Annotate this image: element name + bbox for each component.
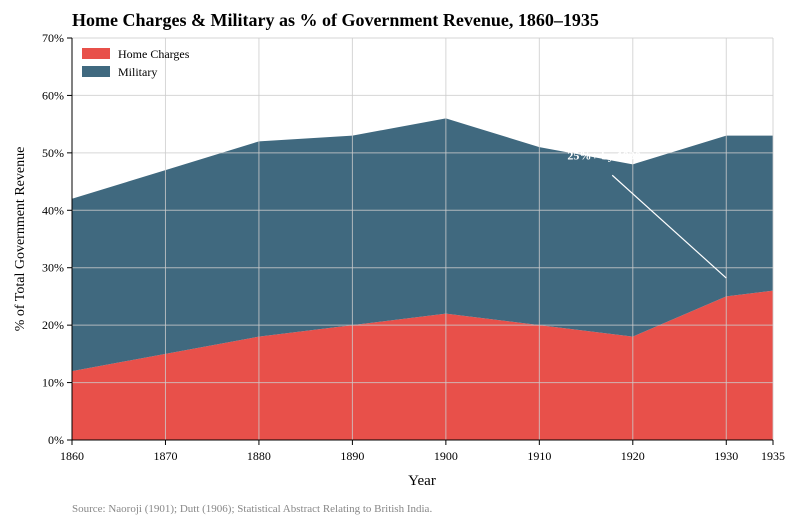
y-axis-label: % of Total Government Revenue [13, 147, 28, 332]
y-tick-label: 70% [42, 31, 64, 45]
x-tick-label: 1920 [621, 449, 645, 463]
y-tick-label: 50% [42, 146, 64, 160]
x-tick-label: 1860 [60, 449, 84, 463]
y-tick-label: 60% [42, 88, 64, 102]
y-tick-label: 40% [42, 203, 64, 217]
chart-title: Home Charges & Military as % of Governme… [72, 10, 599, 30]
legend-label: Home Charges [118, 47, 190, 61]
y-tick-label: 10% [42, 376, 64, 390]
y-tick-label: 20% [42, 318, 64, 332]
area-military [72, 118, 773, 372]
y-tick-label: 30% [42, 261, 64, 275]
source-note: Source: Naoroji (1901); Dutt (1906); Sta… [72, 503, 432, 515]
annotation-text: 25%+ by 1930s [567, 149, 646, 163]
annotation-arrow [611, 174, 727, 279]
area-home-charges [72, 290, 773, 440]
legend-swatch [82, 66, 110, 77]
legend-label: Military [118, 65, 157, 79]
x-tick-label: 1930 [714, 449, 738, 463]
x-tick-label: 1910 [527, 449, 551, 463]
x-tick-label: 1935 [761, 449, 785, 463]
x-axis-label: Year [408, 473, 436, 489]
x-tick-label: 1870 [153, 449, 177, 463]
x-tick-label: 1900 [434, 449, 458, 463]
y-tick-label: 0% [48, 433, 64, 447]
x-tick-label: 1880 [247, 449, 271, 463]
legend-swatch [82, 48, 110, 59]
x-tick-label: 1890 [340, 449, 364, 463]
